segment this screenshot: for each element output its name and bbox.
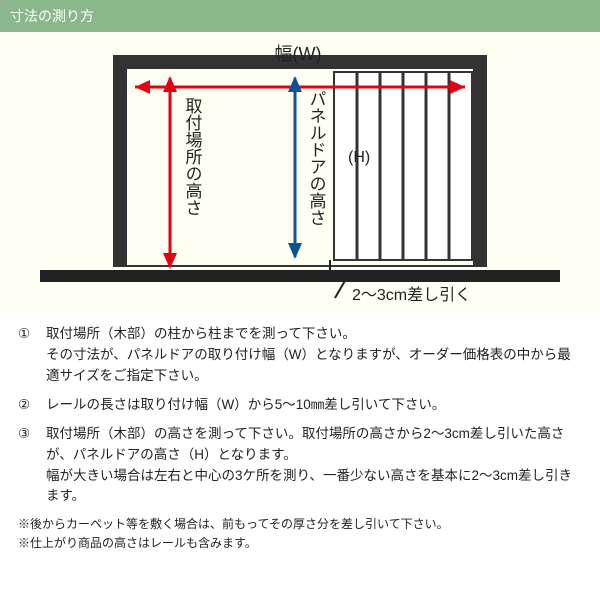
panel-height-arrow: [288, 76, 302, 259]
step: ③ 取付場所（木部）の高さを測って下さい。取付場所の高さから2〜3cm差し引いた…: [18, 424, 582, 508]
notes: ※後からカーペット等を敷く場合は、前もってその厚さ分を差し引いて下さい。 ※仕上…: [18, 515, 582, 552]
step-num: ①: [18, 324, 46, 387]
diagram-svg: 幅(W) 取付場所の高さ パネルドアの高さ (H) 2〜3cm差し引く: [40, 42, 560, 302]
height-symbol: (H): [348, 149, 370, 166]
step-num: ②: [18, 395, 46, 416]
floor-line: [40, 270, 560, 282]
install-height-arrow: [163, 76, 177, 269]
panel-label: パネルドアの高さ: [307, 90, 326, 226]
panel-door: [334, 72, 472, 260]
header: 寸法の測り方: [0, 0, 600, 32]
note-line: ※仕上がり商品の高さはレールも含みます。: [18, 534, 582, 553]
diagram: 幅(W) 取付場所の高さ パネルドアの高さ (H) 2〜3cm差し引く: [0, 32, 600, 312]
instructions: ① 取付場所（木部）の柱から柱までを測って下さい。 その寸法が、パネルドアの取り…: [0, 312, 600, 569]
step-text: レールの長さは取り付け幅（W）から5〜10㎜差し引いて下さい。: [46, 395, 582, 416]
header-title: 寸法の測り方: [10, 8, 94, 24]
step-text: 取付場所（木部）の高さを測って下さい。取付場所の高さから2〜3cm差し引いた高さ…: [46, 424, 582, 508]
step-num: ③: [18, 424, 46, 508]
width-label: 幅(W): [275, 44, 322, 64]
step: ② レールの長さは取り付け幅（W）から5〜10㎜差し引いて下さい。: [18, 395, 582, 416]
install-label: 取付場所の高さ: [183, 97, 203, 216]
deduct-label: 2〜3cm差し引く: [352, 286, 471, 302]
step: ① 取付場所（木部）の柱から柱までを測って下さい。 その寸法が、パネルドアの取り…: [18, 324, 582, 387]
step-text: 取付場所（木部）の柱から柱までを測って下さい。 その寸法が、パネルドアの取り付け…: [46, 324, 582, 387]
note-line: ※後からカーペット等を敷く場合は、前もってその厚さ分を差し引いて下さい。: [18, 515, 582, 534]
